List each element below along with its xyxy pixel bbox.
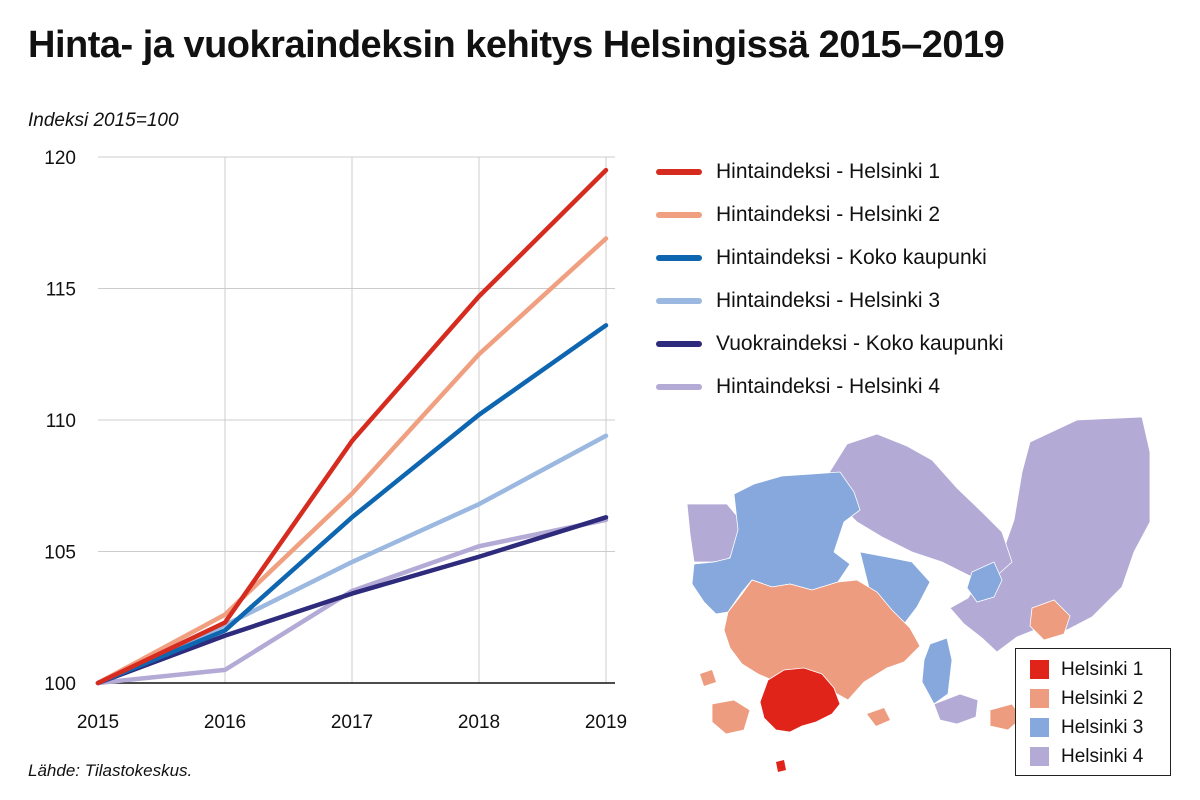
map-region-helsinki-2 xyxy=(723,579,921,701)
map-region-helsinki-4-south xyxy=(933,693,979,725)
legend-swatch xyxy=(656,254,702,261)
series-line-6 xyxy=(95,517,609,686)
chart-legend: Hintaindeksi - Helsinki 1 Hintaindeksi - … xyxy=(656,150,1004,408)
legend-item: Hintaindeksi - Helsinki 4 xyxy=(656,365,1004,408)
y-tick-label: 105 xyxy=(44,543,76,564)
legend-swatch xyxy=(656,297,702,304)
map-region-helsinki-2-island-a xyxy=(700,670,716,686)
line-chart: Indeksi 2015=100 100 105 110 115 120 2015 2016 2… xyxy=(28,110,627,733)
legend-item: Hintaindeksi - Helsinki 1 xyxy=(656,150,1004,193)
legend-item: Hintaindeksi - Helsinki 3 xyxy=(656,279,1004,322)
legend-label: Hintaindeksi - Koko kaupunki xyxy=(716,245,987,269)
legend-swatch xyxy=(656,211,702,218)
map-region-helsinki-1 xyxy=(759,667,841,733)
map-legend-item: Helsinki 2 xyxy=(1030,684,1170,713)
map-legend-item: Helsinki 4 xyxy=(1030,742,1170,771)
legend-swatch xyxy=(656,340,702,347)
district-map xyxy=(686,416,1151,772)
x-tick-label: 2015 xyxy=(77,712,119,733)
map-legend-label: Helsinki 3 xyxy=(1061,716,1144,738)
legend-swatch xyxy=(656,168,702,175)
map-legend-swatch xyxy=(1030,660,1049,679)
map-legend-label: Helsinki 2 xyxy=(1061,687,1144,709)
map-legend-swatch xyxy=(1030,718,1049,737)
y-axis-label: Indeksi 2015=100 xyxy=(28,110,179,131)
y-tick-label: 115 xyxy=(46,280,76,301)
series-line-2 xyxy=(95,236,609,686)
map-legend-item: Helsinki 3 xyxy=(1030,713,1170,742)
series-line-3 xyxy=(95,323,609,686)
series-line-1 xyxy=(95,167,609,686)
map-region-helsinki-3-east xyxy=(966,561,1003,603)
legend-label: Vuokraindeksi - Koko kaupunki xyxy=(716,331,1004,355)
legend-item: Hintaindeksi - Koko kaupunki xyxy=(656,236,1004,279)
legend-item: Vuokraindeksi - Koko kaupunki xyxy=(656,322,1004,365)
series-line-5 xyxy=(95,515,609,686)
legend-swatch xyxy=(656,383,702,390)
y-tick-label: 110 xyxy=(46,411,76,432)
map-region-helsinki-2-east xyxy=(1029,599,1071,641)
map-region-helsinki-3-south xyxy=(921,637,953,705)
y-tick-label: 100 xyxy=(44,674,76,695)
map-legend: Helsinki 1 Helsinki 2 Helsinki 3 Helsinki 4 xyxy=(1015,648,1171,776)
x-tick-label: 2016 xyxy=(204,712,246,733)
map-legend-label: Helsinki 4 xyxy=(1061,745,1144,767)
map-legend-item: Helsinki 1 xyxy=(1030,655,1170,684)
x-tick-label: 2018 xyxy=(458,712,500,733)
map-region-helsinki-2-island-b xyxy=(867,708,890,726)
legend-label: Hintaindeksi - Helsinki 2 xyxy=(716,202,941,226)
map-legend-label: Helsinki 1 xyxy=(1061,658,1144,680)
map-region-helsinki-2-islands xyxy=(711,699,751,735)
y-tick-label: 120 xyxy=(44,148,76,169)
x-tick-label: 2017 xyxy=(331,712,373,733)
map-legend-swatch xyxy=(1030,747,1049,766)
page-title: Hinta- ja vuokraindeksin kehitys Helsing… xyxy=(28,24,1005,66)
source-note: Lähde: Tilastokeskus. xyxy=(28,761,193,780)
map-region-helsinki-1-island xyxy=(776,760,786,772)
map-legend-swatch xyxy=(1030,689,1049,708)
legend-item: Hintaindeksi - Helsinki 2 xyxy=(656,193,1004,236)
legend-label: Hintaindeksi - Helsinki 1 xyxy=(716,159,941,183)
legend-label: Hintaindeksi - Helsinki 4 xyxy=(716,374,941,398)
legend-label: Hintaindeksi - Helsinki 3 xyxy=(716,288,941,312)
x-tick-label: 2019 xyxy=(585,712,627,733)
map-region-helsinki-4-north xyxy=(821,433,1013,581)
